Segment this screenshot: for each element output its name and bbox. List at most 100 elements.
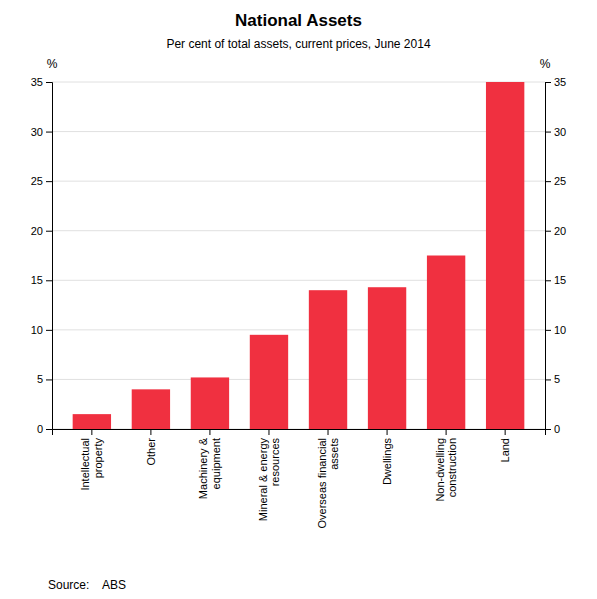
- bar: [368, 287, 406, 429]
- tick: Other: [145, 429, 157, 466]
- tick-label: 10: [554, 324, 566, 336]
- tick-label: 30: [554, 126, 566, 138]
- tick-mark: [46, 231, 52, 232]
- tick: Non-dwellingconstruction: [434, 429, 459, 502]
- y-axis-label: %: [47, 57, 58, 71]
- tick-label: Non-dwellingconstruction: [434, 438, 459, 502]
- tick-mark: [545, 132, 551, 133]
- tick: 5: [37, 373, 52, 385]
- bars: [73, 82, 525, 429]
- y2-axis: 0 5 10 15 20 25 30 35: [545, 76, 566, 435]
- tick-mark: [209, 429, 210, 435]
- y2-axis-label: %: [540, 57, 551, 71]
- tick-label-line: Other: [145, 438, 157, 466]
- chart-container: National Assets Per cent of total assets,…: [0, 0, 597, 599]
- tick: 20: [545, 225, 566, 237]
- tick-label-line: Overseas financial: [316, 438, 328, 529]
- tick-label: Dwellings: [381, 438, 393, 486]
- tick-label: 5: [37, 373, 43, 385]
- chart-svg: National Assets Per cent of total assets,…: [0, 0, 597, 599]
- tick-label: Land: [499, 438, 511, 462]
- axis-line: [546, 83, 552, 430]
- tick-label: Overseas financialassets: [316, 438, 341, 529]
- tick: 35: [545, 76, 566, 88]
- tick-mark: [150, 429, 151, 435]
- tick-mark: [545, 330, 551, 331]
- tick: 25: [545, 175, 566, 187]
- bar: [486, 82, 524, 429]
- tick-label: 35: [554, 76, 566, 88]
- tick-mark: [46, 181, 52, 182]
- bar: [73, 414, 111, 429]
- tick-label-line: Dwellings: [381, 438, 393, 486]
- tick-label-line: equipment: [210, 438, 222, 489]
- tick-mark: [328, 429, 329, 435]
- tick-label: 30: [31, 126, 43, 138]
- tick-label: 20: [31, 225, 43, 237]
- tick-mark: [46, 429, 52, 430]
- subtitle: Per cent of total assets, current prices…: [166, 37, 430, 51]
- tick-mark: [545, 82, 551, 83]
- tick: 30: [545, 126, 566, 138]
- tick-mark: [545, 181, 551, 182]
- tick-label-line: Mineral & energy: [257, 438, 269, 522]
- bar: [309, 290, 347, 429]
- tick: 0: [545, 423, 560, 435]
- tick-label: 15: [554, 274, 566, 286]
- tick-label: 25: [554, 175, 566, 187]
- tick-label-line: resources: [269, 438, 281, 487]
- tick: 0: [37, 423, 52, 435]
- tick-mark: [545, 379, 551, 380]
- tick-label: Machinery &equipment: [197, 437, 222, 499]
- bar: [250, 335, 288, 429]
- x-axis: Intellectualproperty Other Machinery &equi…: [53, 429, 546, 529]
- tick-mark: [545, 231, 551, 232]
- tick: 15: [31, 274, 52, 286]
- tick-label: 25: [31, 175, 43, 187]
- axis-line: [46, 83, 53, 430]
- tick-mark: [46, 330, 52, 331]
- plot: 0 5 10 15 20 25 30 35 0 5 10 15 20 25 30 35%% Intellectu…: [31, 57, 567, 529]
- tick: Intellectualproperty: [79, 429, 104, 491]
- tick-label: 35: [31, 76, 43, 88]
- grid: [52, 82, 545, 429]
- grid-line: [52, 230, 545, 231]
- bar: [132, 389, 170, 429]
- tick-label: Other: [145, 438, 157, 466]
- tick-mark: [46, 132, 52, 133]
- tick: 5: [545, 373, 560, 385]
- tick-mark: [46, 280, 52, 281]
- tick-label: 20: [554, 225, 566, 237]
- grid-line: [52, 131, 545, 132]
- grid-line: [52, 379, 545, 380]
- tick: Machinery &equipment: [197, 429, 222, 499]
- tick-label-line: Machinery &: [197, 437, 209, 499]
- y-axis: 0 5 10 15 20 25 30 35: [31, 76, 53, 435]
- tick-label-line: assets: [328, 438, 340, 470]
- grid-line: [52, 329, 545, 330]
- axis-line: [53, 430, 546, 436]
- tick: 10: [545, 324, 566, 336]
- tick: Mineral & energyresources: [257, 429, 282, 521]
- tick-label-line: construction: [446, 438, 458, 497]
- tick-mark: [505, 429, 506, 435]
- tick: 30: [31, 126, 52, 138]
- tick: 10: [31, 324, 52, 336]
- tick-mark: [545, 280, 551, 281]
- tick-label-line: Intellectual: [79, 438, 91, 491]
- grid-line: [52, 82, 545, 83]
- tick-label: 10: [31, 324, 43, 336]
- tick-mark: [268, 429, 269, 435]
- tick-label: 15: [31, 274, 43, 286]
- tick: 20: [31, 225, 52, 237]
- source: Source: ABS: [48, 578, 126, 592]
- tick-label: 0: [37, 423, 43, 435]
- tick-label: Intellectualproperty: [79, 438, 104, 491]
- tick-label-line: Land: [499, 438, 511, 462]
- title: National Assets: [235, 11, 362, 30]
- tick: Land: [499, 429, 511, 462]
- bar: [191, 377, 229, 429]
- tick-mark: [46, 379, 52, 380]
- tick-label-line: Non-dwelling: [434, 438, 446, 502]
- tick-mark: [446, 429, 447, 435]
